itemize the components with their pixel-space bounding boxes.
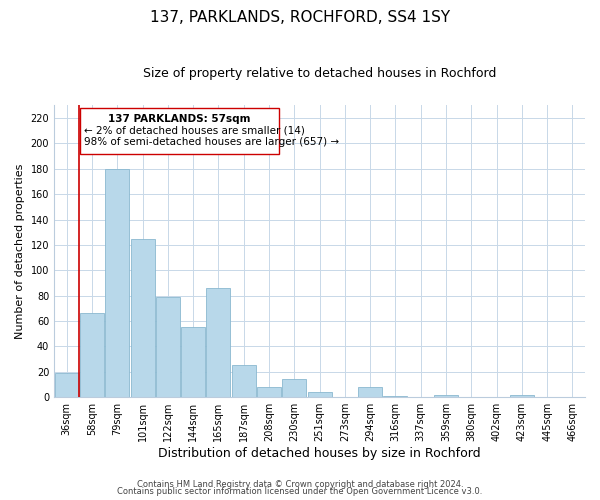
Bar bbox=[434, 394, 458, 397]
Text: Contains HM Land Registry data © Crown copyright and database right 2024.: Contains HM Land Registry data © Crown c… bbox=[137, 480, 463, 489]
Bar bbox=[383, 396, 407, 397]
Bar bbox=[156, 297, 180, 397]
Text: 137, PARKLANDS, ROCHFORD, SS4 1SY: 137, PARKLANDS, ROCHFORD, SS4 1SY bbox=[150, 10, 450, 25]
Bar bbox=[282, 380, 306, 397]
FancyBboxPatch shape bbox=[80, 108, 279, 154]
Bar bbox=[358, 387, 382, 397]
Text: 137 PARKLANDS: 57sqm: 137 PARKLANDS: 57sqm bbox=[108, 114, 251, 124]
Bar bbox=[181, 328, 205, 397]
Bar bbox=[55, 373, 79, 397]
Bar bbox=[206, 288, 230, 397]
Bar bbox=[105, 168, 129, 397]
Bar bbox=[257, 387, 281, 397]
Bar bbox=[80, 314, 104, 397]
Bar bbox=[510, 394, 534, 397]
Bar bbox=[232, 366, 256, 397]
Bar bbox=[131, 238, 155, 397]
Text: 98% of semi-detached houses are larger (657) →: 98% of semi-detached houses are larger (… bbox=[83, 137, 339, 147]
Text: ← 2% of detached houses are smaller (14): ← 2% of detached houses are smaller (14) bbox=[83, 126, 304, 136]
Y-axis label: Number of detached properties: Number of detached properties bbox=[15, 164, 25, 339]
Bar bbox=[308, 392, 332, 397]
X-axis label: Distribution of detached houses by size in Rochford: Distribution of detached houses by size … bbox=[158, 447, 481, 460]
Title: Size of property relative to detached houses in Rochford: Size of property relative to detached ho… bbox=[143, 68, 496, 80]
Text: Contains public sector information licensed under the Open Government Licence v3: Contains public sector information licen… bbox=[118, 487, 482, 496]
